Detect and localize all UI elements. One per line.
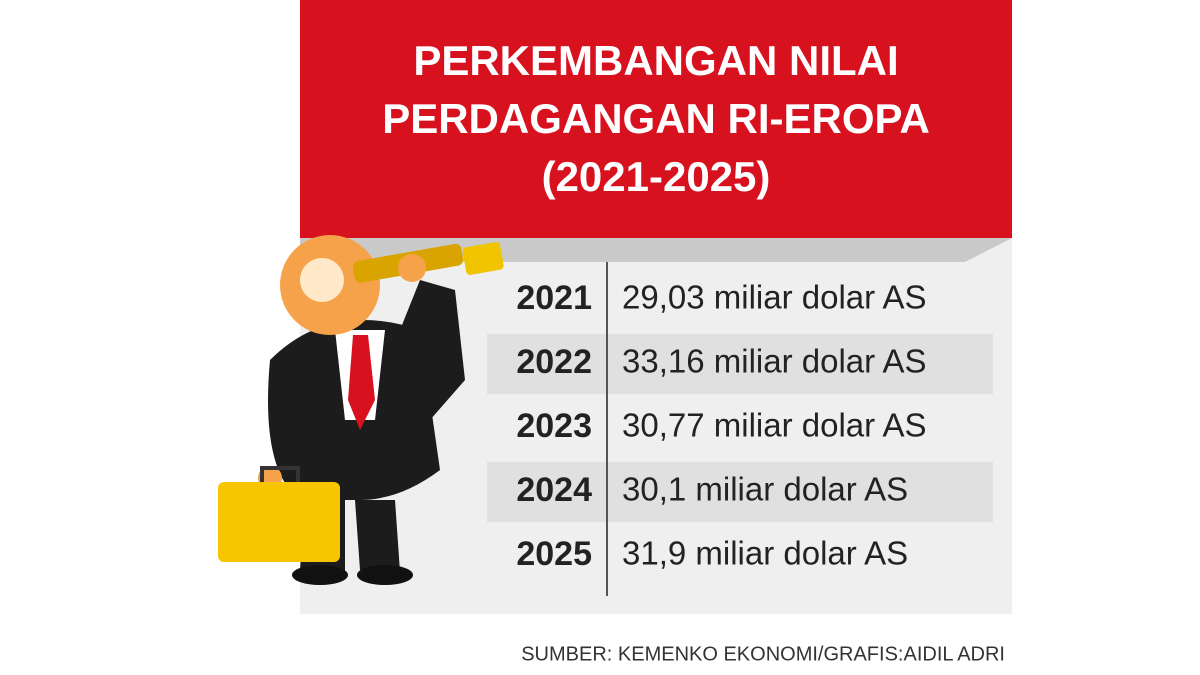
value-cell: 30,1 miliar dolar AS (622, 471, 908, 508)
title: PERKEMBANGAN NILAI PERDAGANGAN RI-EROPA (2… (382, 37, 930, 200)
source: SUMBER: KEMENKO EKONOMI/GRAFIS:AIDIL ADR… (521, 643, 1005, 665)
value-cell: 33,16 miliar dolar AS (622, 343, 927, 380)
year-cell: 2023 (516, 407, 592, 445)
title-line: PERKEMBANGAN NILAI (413, 37, 898, 84)
row-stripe (487, 462, 993, 522)
value-cell: 31,9 miliar dolar AS (622, 535, 908, 572)
value-cell: 29,03 miliar dolar AS (622, 279, 927, 316)
year-cell: 2022 (516, 343, 592, 381)
year-cell: 2024 (516, 471, 592, 509)
businessman-illustration (218, 235, 504, 585)
value-cell: 30,77 miliar dolar AS (622, 407, 927, 444)
header-box (300, 0, 1012, 238)
row-stripe (487, 334, 993, 394)
title-line: (2021-2025) (542, 153, 771, 200)
title-line: PERDAGANGAN RI-EROPA (382, 95, 930, 142)
table: 2021 29,03 miliar dolar AS 2022 33,16 milia… (487, 279, 993, 573)
year-cell: 2025 (516, 535, 592, 573)
year-cell: 2021 (516, 279, 592, 317)
